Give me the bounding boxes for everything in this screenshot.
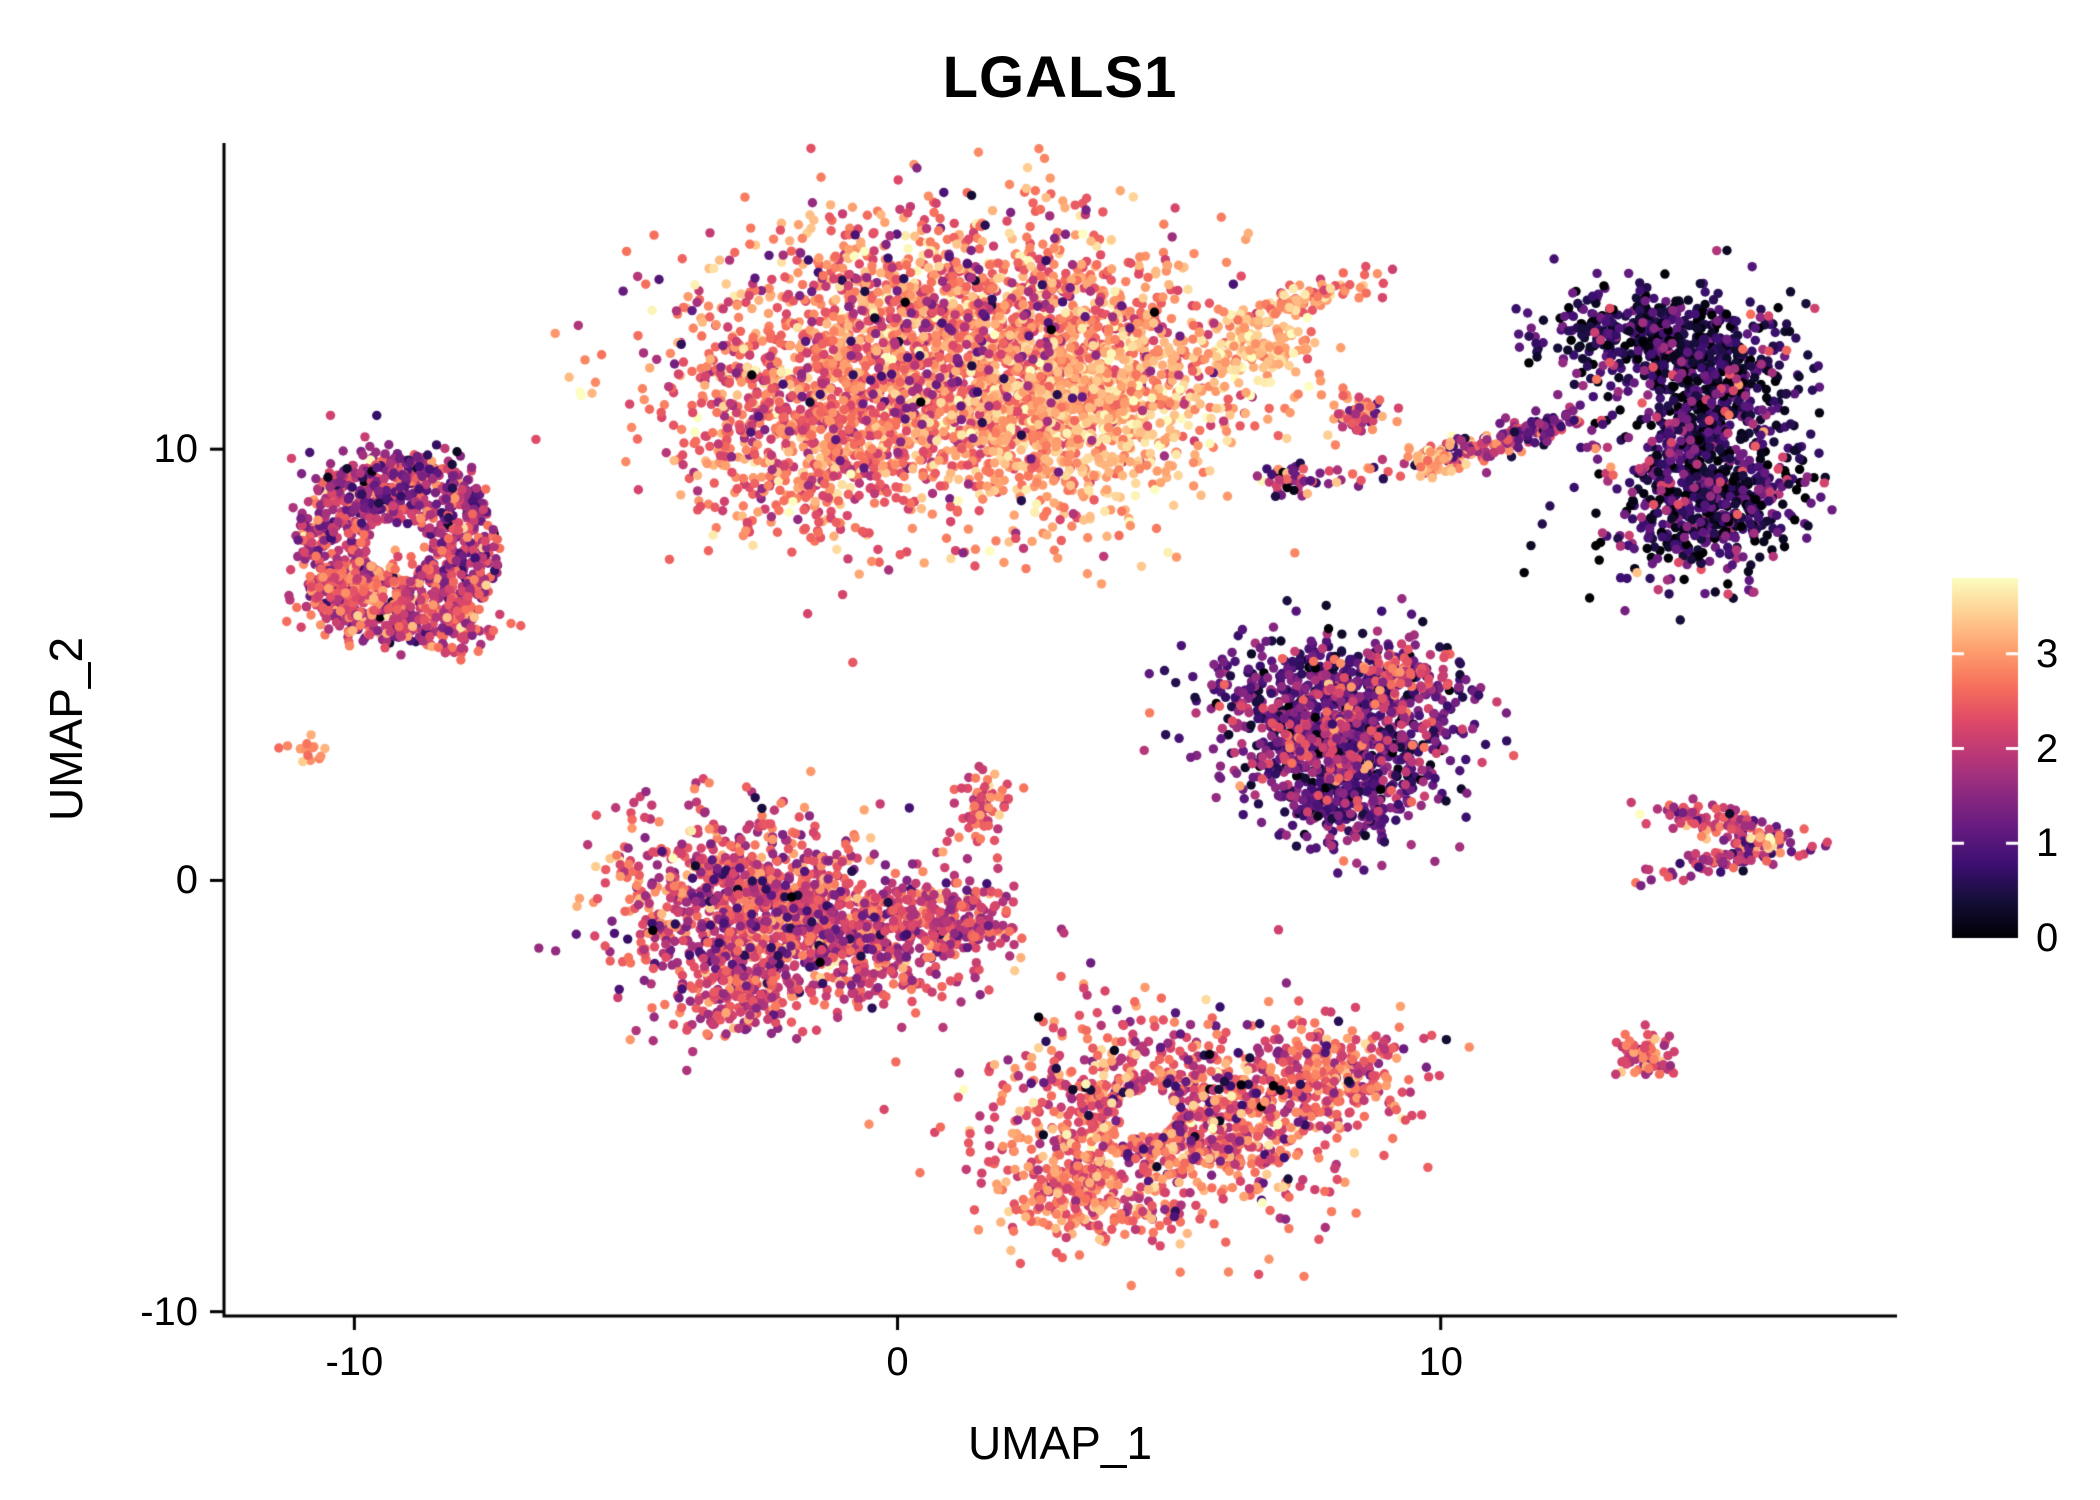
y-tick-label: -10 — [140, 1289, 198, 1334]
colorbar-tick-label: 2 — [2036, 726, 2059, 771]
plot-title: LGALS1 — [942, 45, 1178, 110]
colorbar-tick-label: 0 — [2036, 916, 2059, 960]
colorbar-tick-label: 3 — [2036, 631, 2059, 676]
x-axis-label: UMAP_1 — [967, 1417, 1153, 1469]
x-tick-label: 10 — [1418, 1340, 1463, 1384]
y-tick-label: 0 — [175, 858, 198, 903]
x-tick-label: -10 — [325, 1340, 384, 1384]
y-axis-label: UMAP_2 — [40, 636, 92, 822]
x-tick-label: 0 — [886, 1340, 909, 1384]
y-tick-label: 10 — [153, 427, 199, 472]
colorbar-tick-label: 1 — [2036, 821, 2059, 866]
